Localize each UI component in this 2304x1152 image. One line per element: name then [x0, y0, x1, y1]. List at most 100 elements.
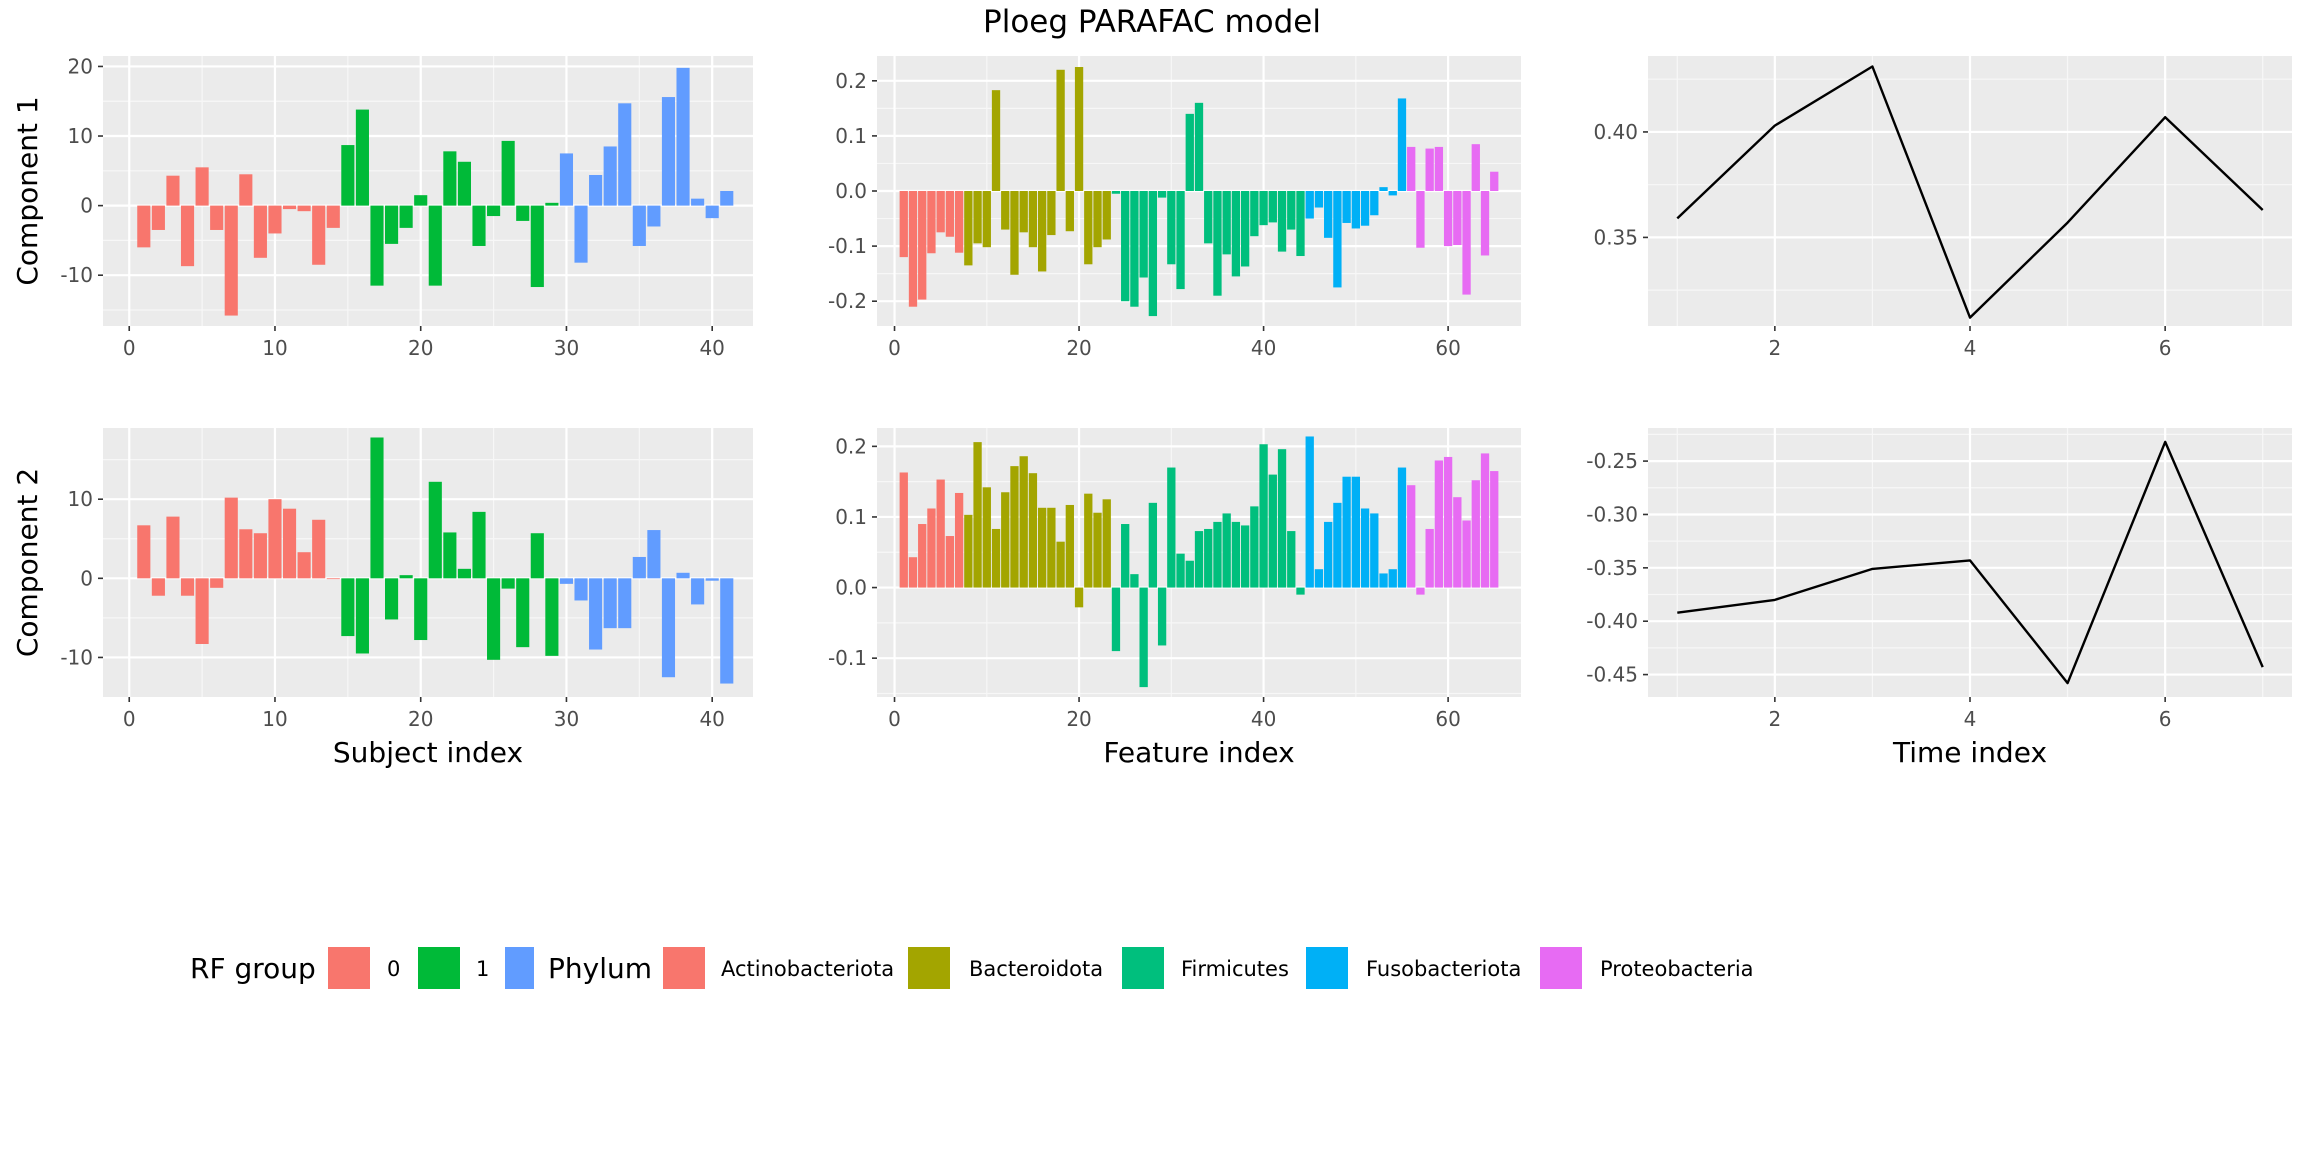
bar [574, 578, 588, 601]
bar [253, 205, 267, 258]
y-tick-label: -0.45 [1586, 663, 1638, 687]
bar [1259, 444, 1268, 588]
bar [370, 437, 384, 579]
bar [1471, 480, 1480, 588]
bar [210, 205, 224, 230]
bar [1462, 520, 1471, 588]
bar [1139, 587, 1148, 688]
bar [1157, 587, 1167, 646]
bar [1425, 148, 1434, 191]
x-tick-label: 2 [1768, 707, 1781, 731]
legend-label: Proteobacteria [1600, 957, 1754, 981]
bar [1194, 102, 1204, 191]
x-tick-label: 20 [1066, 707, 1091, 731]
bar [661, 578, 676, 678]
x-tick-label: 4 [1964, 336, 1977, 360]
bar [1213, 521, 1222, 588]
bar [1388, 569, 1397, 588]
bar [1324, 521, 1333, 588]
bar [472, 205, 486, 246]
bar [1139, 191, 1148, 278]
bar [1121, 191, 1130, 302]
bar [1010, 191, 1019, 275]
bar [428, 205, 442, 286]
bar [1250, 506, 1259, 588]
bar [936, 191, 945, 233]
y-tick-label: 0.0 [835, 576, 867, 600]
bar [927, 508, 936, 588]
bar [589, 174, 603, 206]
bar [385, 578, 399, 620]
bar [945, 536, 955, 588]
y-tick-label: 0 [80, 194, 93, 218]
y-tick-label: -0.35 [1586, 556, 1638, 580]
bar [370, 205, 384, 286]
bar [1324, 191, 1333, 238]
x-tick-label: 30 [554, 336, 579, 360]
bar [1130, 191, 1139, 307]
bar [1167, 467, 1176, 588]
bar [1443, 456, 1453, 588]
bar [1259, 191, 1268, 226]
bar [1490, 171, 1499, 191]
bar [1231, 521, 1241, 588]
bar [1084, 493, 1093, 588]
x-tick-label: 60 [1435, 707, 1460, 731]
bar [918, 524, 927, 588]
bar [589, 578, 603, 650]
y-tick-label: 0.2 [835, 434, 867, 458]
bar [1407, 485, 1416, 588]
bar [720, 191, 734, 206]
legend-label: Fusobacteriota [1366, 957, 1521, 981]
row-label: Component 1 [11, 96, 44, 285]
bar [964, 191, 973, 266]
bar [487, 578, 501, 660]
bar [1222, 513, 1231, 588]
x-tick-label: 40 [699, 707, 724, 731]
bar [603, 146, 617, 206]
bar [574, 205, 588, 263]
x-tick-label: 0 [123, 707, 136, 731]
bar [936, 479, 945, 588]
bar [1028, 473, 1038, 588]
bar [1001, 492, 1010, 588]
bar [1397, 467, 1407, 588]
bar [1185, 560, 1194, 588]
y-tick-label: 10 [68, 124, 93, 148]
bar [705, 578, 719, 581]
bar [632, 556, 646, 579]
bar [982, 487, 991, 588]
bar [1102, 499, 1111, 588]
bar [1010, 466, 1019, 588]
bar [1388, 191, 1397, 196]
panel-r2-c2: -0.1 0.0 0.1 0.2 0 20 40 60 Feature index [828, 428, 1521, 769]
bar [1296, 191, 1305, 257]
bar [1056, 541, 1065, 588]
bar [1314, 569, 1324, 588]
bar [908, 191, 918, 307]
bar [1471, 144, 1480, 191]
bar [530, 533, 544, 579]
bar [545, 202, 559, 206]
bar [1111, 587, 1121, 652]
bar [1453, 191, 1462, 245]
bar [1342, 476, 1351, 588]
bar [676, 572, 690, 579]
bar [312, 205, 326, 265]
bar [355, 578, 369, 654]
legend-swatch [663, 947, 705, 989]
x-tick-label: 10 [262, 336, 287, 360]
bar [516, 578, 530, 648]
bar [1093, 512, 1102, 588]
bar [137, 525, 151, 579]
bar [166, 516, 180, 579]
bar [472, 511, 486, 579]
x-tick-label: 20 [408, 707, 433, 731]
bar [1379, 187, 1388, 191]
bar [297, 205, 311, 212]
y-tick-label: 0.2 [835, 69, 867, 93]
legend-label: Actinobacteriota [721, 957, 894, 981]
bar [1056, 69, 1065, 191]
bar [1102, 191, 1111, 240]
bar [1360, 191, 1370, 226]
